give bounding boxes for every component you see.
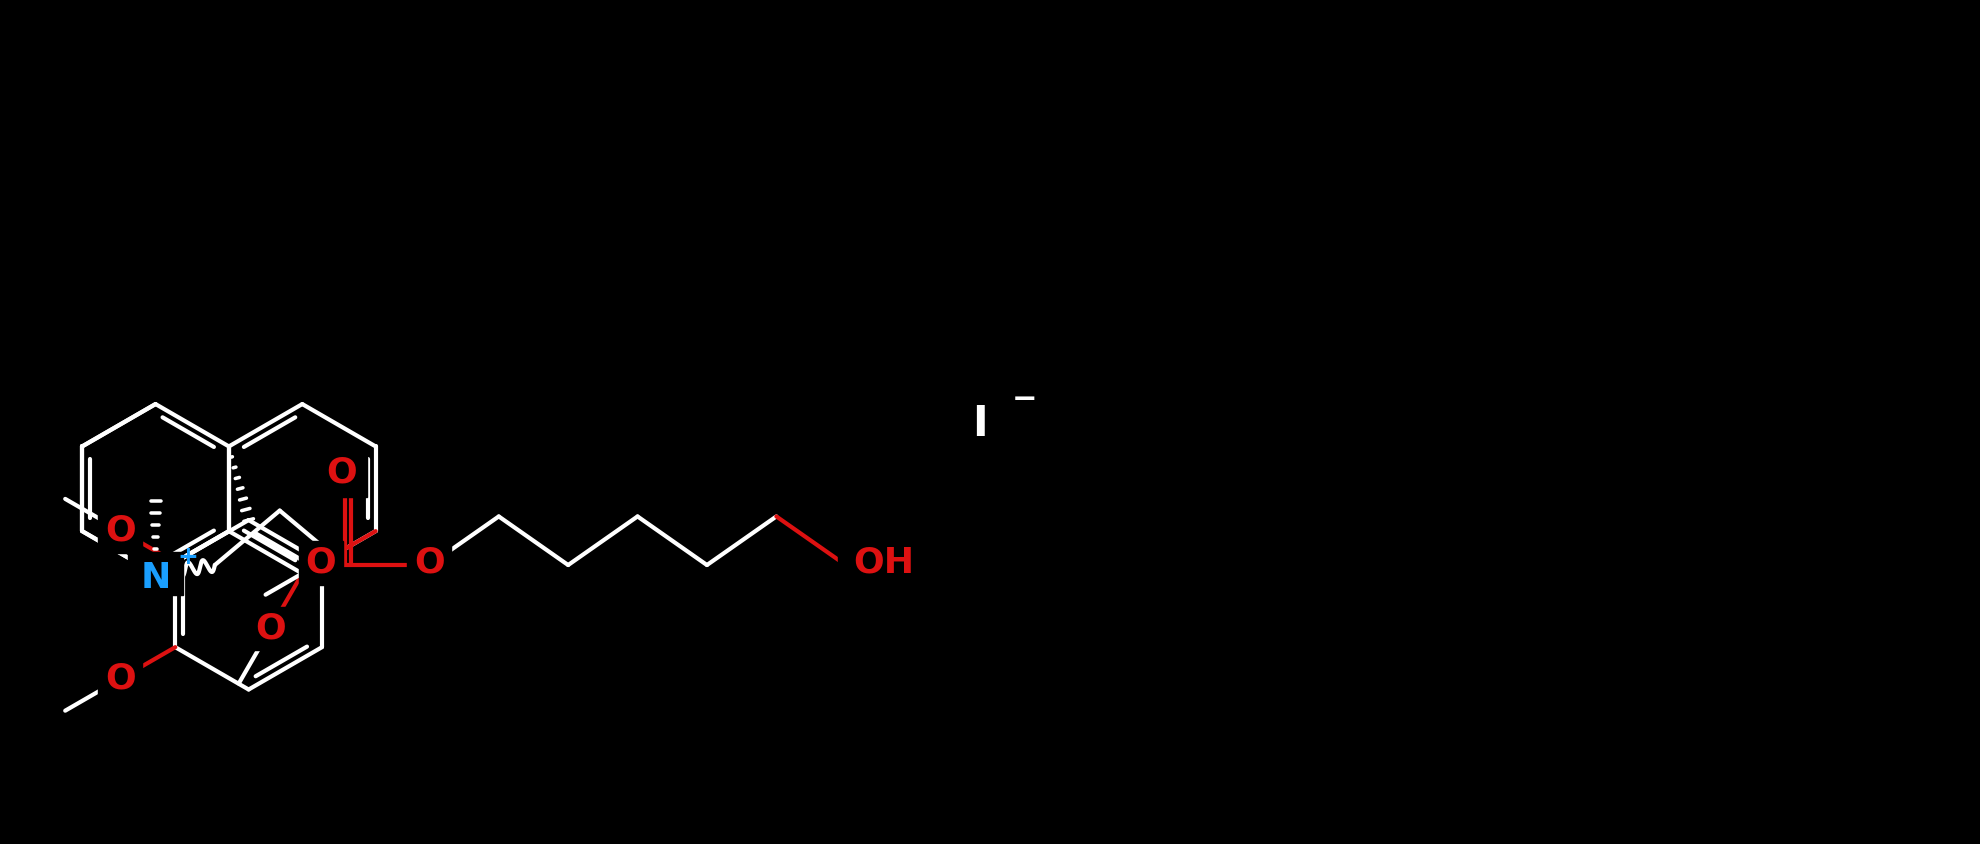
Text: O: O: [105, 514, 135, 548]
Polygon shape: [838, 543, 913, 587]
Polygon shape: [299, 541, 343, 585]
Text: +: +: [176, 544, 198, 569]
Text: I: I: [972, 403, 988, 445]
Text: O: O: [105, 662, 135, 696]
Polygon shape: [249, 607, 293, 651]
Text: O: O: [414, 545, 446, 579]
Text: O: O: [327, 456, 356, 490]
Polygon shape: [99, 657, 143, 701]
Text: −: −: [1012, 385, 1038, 414]
Text: O: O: [305, 546, 337, 580]
Polygon shape: [323, 452, 366, 496]
Polygon shape: [408, 543, 451, 587]
Text: OH: OH: [853, 545, 915, 579]
Polygon shape: [127, 552, 184, 595]
Text: O: O: [255, 612, 285, 646]
Text: N: N: [141, 561, 170, 596]
Polygon shape: [99, 509, 143, 553]
